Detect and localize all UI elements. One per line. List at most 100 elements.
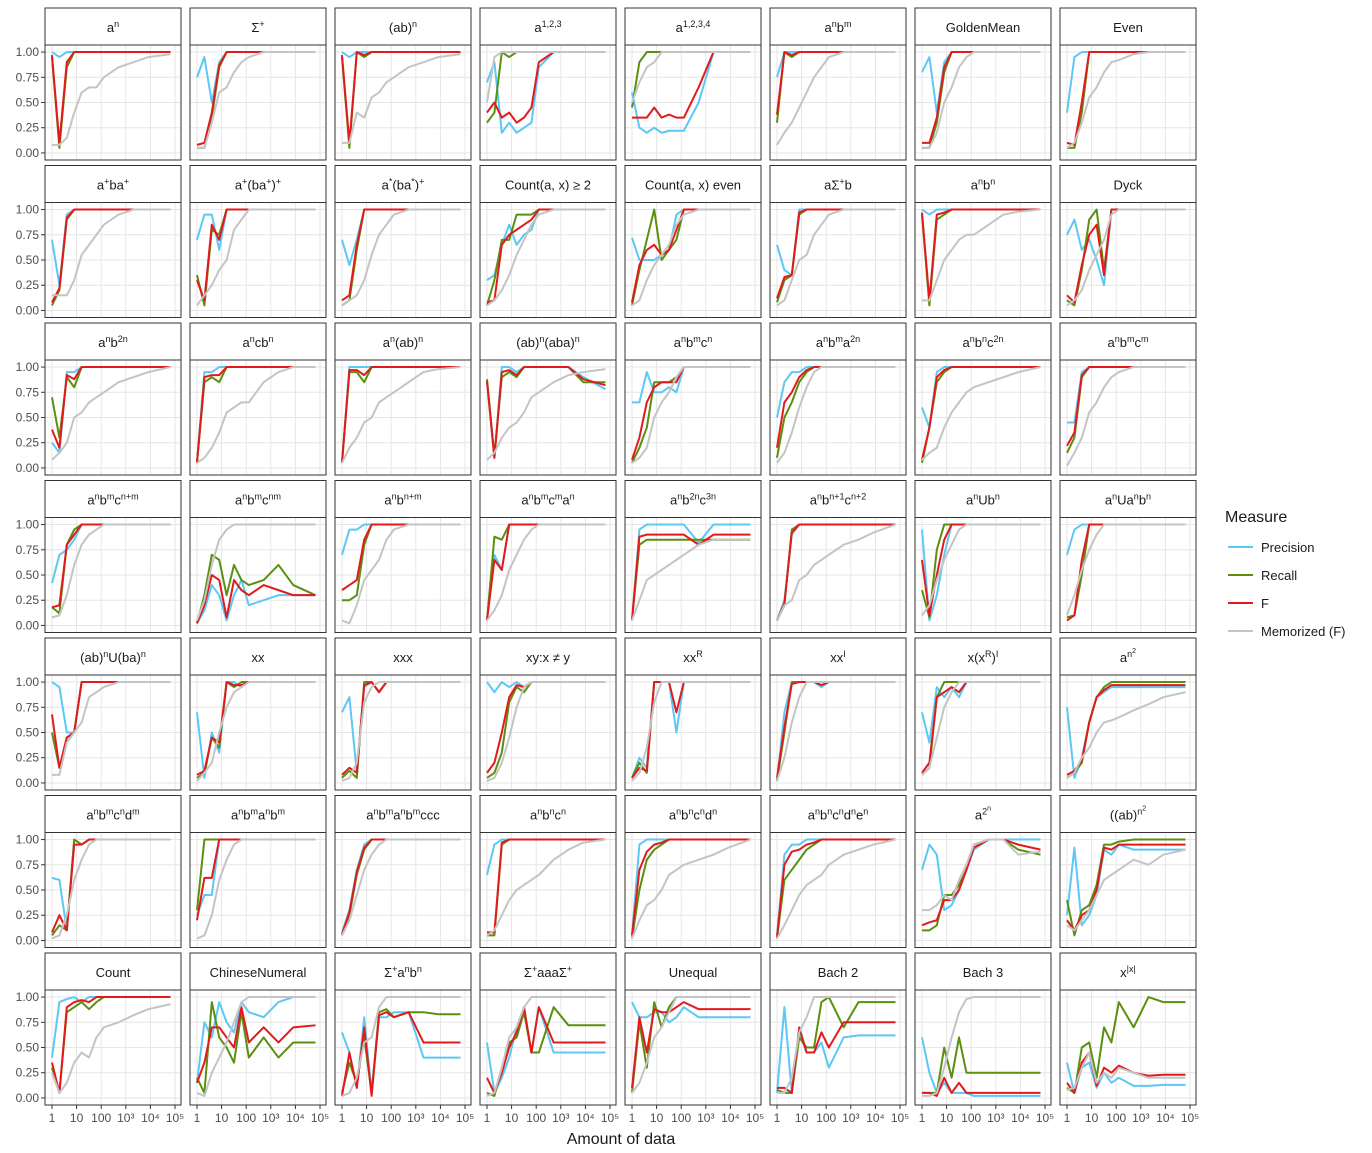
- facet-title: anbncndn: [669, 807, 717, 823]
- title-part: (ba: [392, 178, 412, 193]
- strip: [1059, 795, 1197, 833]
- facet-title: anbnc2n: [962, 334, 1003, 350]
- title-part: +: [419, 177, 424, 187]
- y-tick-label: 1.00: [16, 203, 40, 217]
- title-part: a: [975, 808, 983, 823]
- x-tick-label: 10: [215, 1111, 229, 1125]
- title-part: n: [103, 649, 108, 659]
- strip: [44, 637, 182, 676]
- data-line: [776, 523, 896, 621]
- data-line: [196, 579, 316, 624]
- x-tick-label: 1: [1064, 1111, 1071, 1125]
- data-line: [921, 1037, 1041, 1097]
- title-part: b: [247, 493, 254, 508]
- title-part: b: [837, 20, 844, 35]
- data-line: [51, 366, 171, 449]
- title-part: a: [670, 493, 678, 508]
- title-part: n: [575, 334, 580, 344]
- x-tick-label: 10⁴: [721, 1111, 740, 1125]
- title-part: R: [696, 649, 703, 659]
- y-tick-label: 0.50: [16, 96, 40, 110]
- facet-title: an: [107, 19, 119, 35]
- y-tick-label: 0.75: [16, 858, 40, 872]
- title-part: n: [114, 19, 119, 29]
- x-tick-label: 10³: [697, 1111, 714, 1125]
- facet: a1,2,3: [479, 7, 617, 161]
- title-part: a: [393, 808, 401, 823]
- title-part: a: [971, 178, 979, 193]
- data-line: [631, 838, 751, 939]
- title-part: Σ: [524, 965, 532, 980]
- data-line: [196, 553, 316, 624]
- title-part: Σ: [251, 20, 259, 35]
- title-part: 1,2,3,4: [683, 19, 711, 29]
- title-part: m: [541, 492, 549, 502]
- title-part: c: [113, 808, 120, 823]
- facet: a*(ba*)+: [334, 165, 472, 318]
- strip: [769, 322, 907, 361]
- title-part: a: [231, 808, 239, 823]
- title-part: a: [674, 335, 682, 350]
- title-part: (ba: [247, 178, 267, 193]
- title-part: 2: [1132, 648, 1136, 655]
- title-part: m: [106, 807, 114, 817]
- x-tick-label: 10⁴: [1156, 1111, 1175, 1125]
- facet: Count(a, x) ≥ 2: [479, 165, 617, 318]
- y-tick-label: 0.25: [16, 436, 40, 450]
- title-part: m: [693, 334, 701, 344]
- facet: anbm: [769, 7, 907, 161]
- strip: [334, 637, 472, 676]
- strip: [479, 952, 617, 991]
- title-part: a: [676, 20, 684, 35]
- title-part: +: [266, 177, 271, 187]
- x-tick-label: 10⁵: [746, 1111, 764, 1125]
- title-part: cb: [255, 335, 269, 350]
- data-line: [630, 523, 751, 621]
- facet: anbmcman: [479, 480, 617, 633]
- title-part: b: [983, 178, 990, 193]
- title-part: +: [259, 19, 264, 29]
- title-part: a: [107, 20, 115, 35]
- title-part: xx: [830, 650, 844, 665]
- title-part: b: [270, 808, 277, 823]
- data-line: [921, 838, 1041, 912]
- data-line: [921, 366, 1041, 461]
- facet-title: x|x|: [1120, 964, 1136, 980]
- facet: (ab)n(aba)n: [479, 322, 617, 476]
- facet-title: anUbn: [966, 492, 1000, 508]
- y-tick-label: 0.00: [16, 303, 40, 317]
- facet: Even: [1059, 7, 1197, 161]
- data-line: [196, 51, 316, 149]
- data-line: [1066, 523, 1186, 616]
- strip: [44, 795, 182, 833]
- x-tick-label: 100: [381, 1111, 401, 1125]
- title-part: n: [1134, 492, 1139, 502]
- data-line: [196, 1001, 316, 1094]
- y-tick-label: 0.50: [16, 253, 40, 267]
- strip: [189, 322, 327, 361]
- facet-title: Count(a, x) even: [645, 178, 741, 193]
- facet-title: anbmcn+m: [87, 492, 138, 508]
- title-part: n: [405, 964, 410, 974]
- strip: [189, 637, 327, 676]
- data-line: [340, 51, 461, 144]
- title-part: n: [1115, 334, 1120, 344]
- title-part: n: [418, 334, 423, 344]
- title-part: (ab): [395, 335, 418, 350]
- facet: anbn: [914, 165, 1052, 318]
- strip: [189, 480, 327, 518]
- facet-title: x(xR)I: [968, 649, 999, 665]
- facet-title: anbn+m: [384, 492, 421, 508]
- facet: xxI: [769, 637, 907, 791]
- facet-title: aΣ+b: [824, 177, 852, 193]
- strip: [334, 795, 472, 833]
- facet: a1,2,3,4: [624, 7, 762, 161]
- x-tick-label: 10⁵: [1036, 1111, 1054, 1125]
- facet-title: (ab)nU(ba)n: [80, 649, 146, 665]
- x-tick-label: 10⁴: [1011, 1111, 1030, 1125]
- facet-title: a+ba+: [97, 177, 129, 193]
- title-part: n: [677, 492, 682, 502]
- title-part: n: [539, 334, 544, 344]
- strip: [479, 165, 617, 203]
- x-tick-label: 1: [629, 1111, 636, 1125]
